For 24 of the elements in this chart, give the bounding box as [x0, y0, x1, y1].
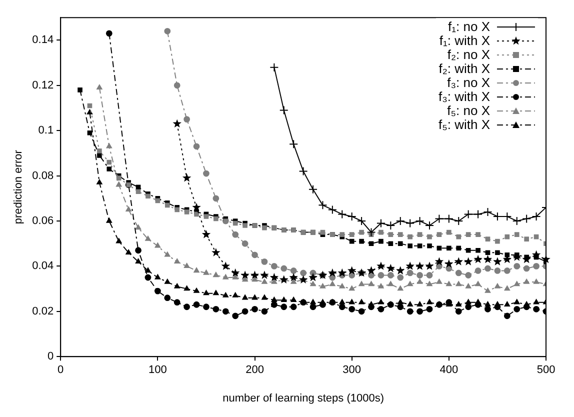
x-tick-label: 500	[536, 364, 556, 376]
x-tick-label: 0	[58, 364, 64, 376]
y-tick-label: 0.14	[32, 34, 54, 46]
y-tick-label: 0.12	[32, 79, 54, 92]
x-tick-label: 100	[148, 364, 167, 376]
x-axis-title: number of learning steps (1000s)	[222, 392, 384, 404]
y-tick-label: 0.06	[32, 215, 54, 228]
legend-label: f₃: with X	[438, 89, 490, 104]
y-axis-title: prediction error	[12, 150, 25, 224]
legend-label: f₁: with X	[439, 33, 490, 48]
y-tick-label: 0	[47, 350, 54, 363]
legend-label: f₂: with X	[438, 61, 490, 76]
x-tick-label: 300	[342, 364, 362, 376]
y-tick-label: 0.08	[32, 170, 54, 182]
legend-label: f₅: with X	[438, 117, 490, 132]
legend-label: f₃: no X	[447, 75, 490, 90]
legend-label: f₅: no X	[447, 103, 490, 118]
y-tick-label: 0.02	[32, 305, 54, 318]
x-tick-label: 200	[246, 364, 264, 376]
y-tick-label: 0.1	[38, 124, 54, 137]
legend-label: f₁: no X	[448, 19, 490, 34]
legend-label: f₂: no X	[447, 47, 490, 62]
y-tick-label: 0.04	[32, 260, 54, 272]
x-tick-label: 400	[440, 364, 458, 376]
